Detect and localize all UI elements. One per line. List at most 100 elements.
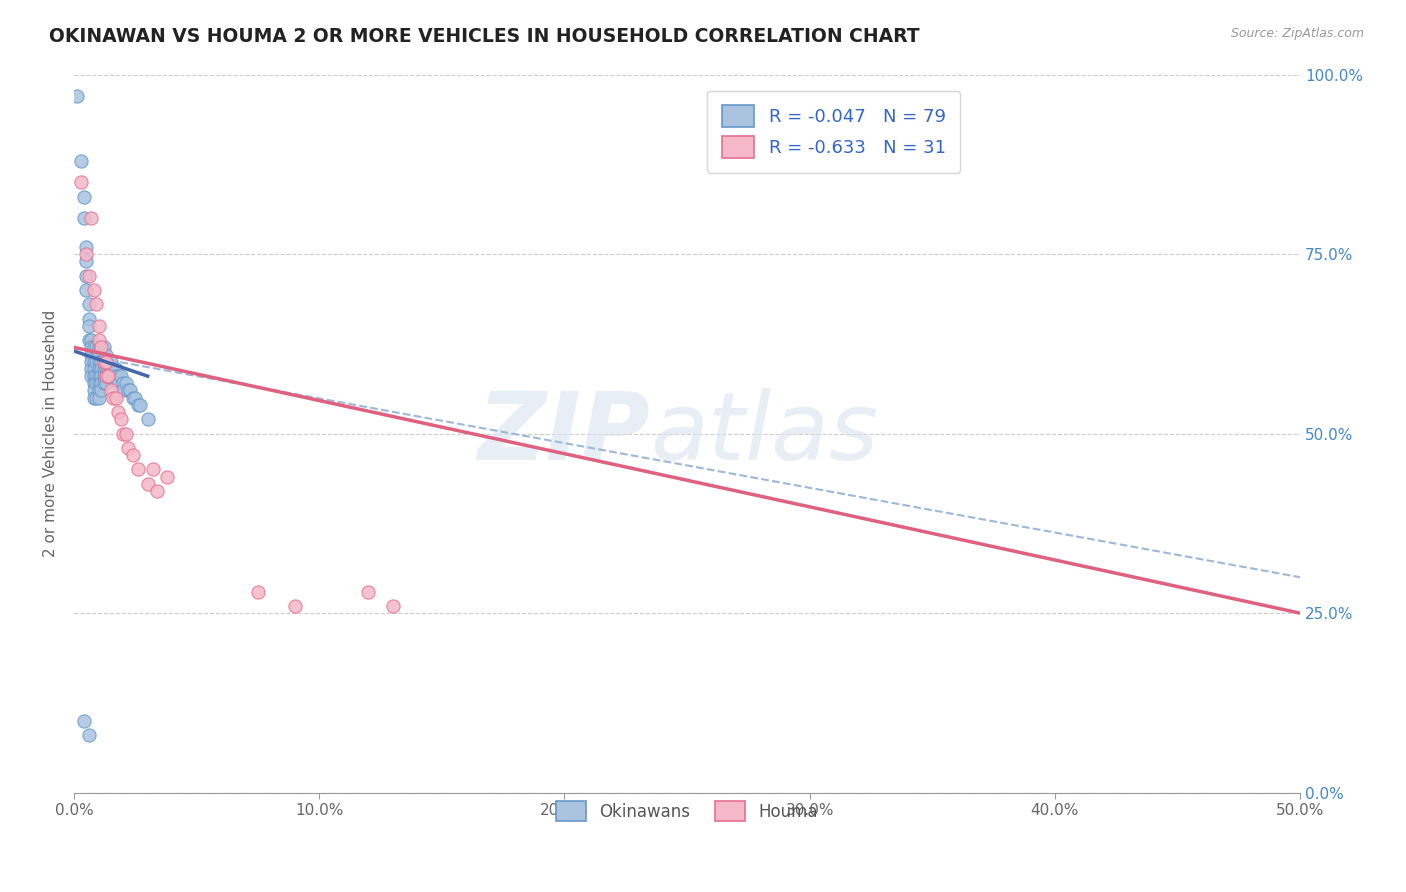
Point [93, 376, 115, 391]
Point [107, 405, 129, 419]
Point [124, 391, 146, 405]
Point [70, 175, 93, 189]
Point [83, 391, 105, 405]
Point [75, 268, 97, 283]
Point [104, 391, 127, 405]
Point [104, 362, 127, 376]
Point [97, 362, 120, 376]
Point [100, 362, 122, 376]
Point [80, 355, 103, 369]
Point [97, 369, 120, 384]
Point [103, 391, 125, 405]
Point [90, 369, 112, 384]
Y-axis label: 2 or more Vehicles in Household: 2 or more Vehicles in Household [44, 310, 58, 558]
Point [87, 362, 110, 376]
Text: atlas: atlas [651, 388, 879, 479]
Text: Source: ZipAtlas.com: Source: ZipAtlas.com [1230, 27, 1364, 40]
Point [117, 384, 139, 398]
Point [87, 340, 110, 354]
Point [77, 297, 100, 311]
Point [87, 348, 110, 362]
Point [284, 599, 307, 613]
Point [80, 348, 103, 362]
Legend: Okinawans, Houma: Okinawans, Houma [543, 788, 831, 835]
Point [77, 268, 100, 283]
Point [97, 355, 120, 369]
Point [90, 340, 112, 354]
Point [87, 369, 110, 384]
Point [104, 369, 127, 384]
Point [107, 369, 129, 384]
Point [73, 211, 96, 226]
Point [94, 362, 117, 376]
Point [90, 355, 112, 369]
Point [129, 398, 152, 412]
Point [93, 355, 115, 369]
Point [83, 340, 105, 354]
Point [100, 384, 122, 398]
Point [87, 318, 110, 333]
Point [73, 189, 96, 203]
Point [114, 376, 136, 391]
Point [94, 369, 117, 384]
Point [80, 211, 103, 226]
Point [94, 348, 117, 362]
Point [77, 333, 100, 347]
Point [93, 362, 115, 376]
Point [87, 355, 110, 369]
Point [120, 384, 142, 398]
Point [110, 412, 132, 426]
Point [93, 340, 115, 354]
Point [100, 355, 122, 369]
Point [142, 462, 165, 476]
Point [94, 355, 117, 369]
Point [84, 391, 107, 405]
Point [84, 297, 107, 311]
Point [146, 483, 169, 498]
Point [77, 311, 100, 326]
Point [83, 283, 105, 297]
Point [97, 369, 120, 384]
Point [122, 391, 145, 405]
Point [93, 355, 115, 369]
Point [83, 384, 105, 398]
Point [65, 89, 87, 103]
Point [90, 384, 112, 398]
Point [90, 362, 112, 376]
Point [136, 476, 159, 491]
Point [127, 462, 149, 476]
Point [73, 714, 96, 728]
Point [80, 333, 103, 347]
Point [136, 412, 159, 426]
Point [87, 333, 110, 347]
Point [87, 384, 110, 398]
Point [381, 599, 404, 613]
Point [110, 369, 132, 384]
Point [112, 426, 135, 441]
Point [75, 283, 97, 297]
Point [77, 318, 100, 333]
Point [84, 355, 107, 369]
Point [156, 469, 179, 483]
Point [103, 369, 125, 384]
Point [93, 369, 115, 384]
Point [103, 362, 125, 376]
Point [122, 448, 145, 462]
Point [83, 369, 105, 384]
Point [117, 441, 139, 455]
Point [75, 254, 97, 268]
Point [75, 240, 97, 254]
Point [70, 153, 93, 168]
Point [80, 340, 103, 354]
Point [83, 355, 105, 369]
Point [90, 376, 112, 391]
Point [84, 340, 107, 354]
Point [84, 369, 107, 384]
Point [80, 369, 103, 384]
Point [94, 369, 117, 384]
Point [83, 362, 105, 376]
Point [357, 584, 380, 599]
Point [112, 384, 135, 398]
Point [114, 426, 136, 441]
Point [90, 340, 112, 354]
